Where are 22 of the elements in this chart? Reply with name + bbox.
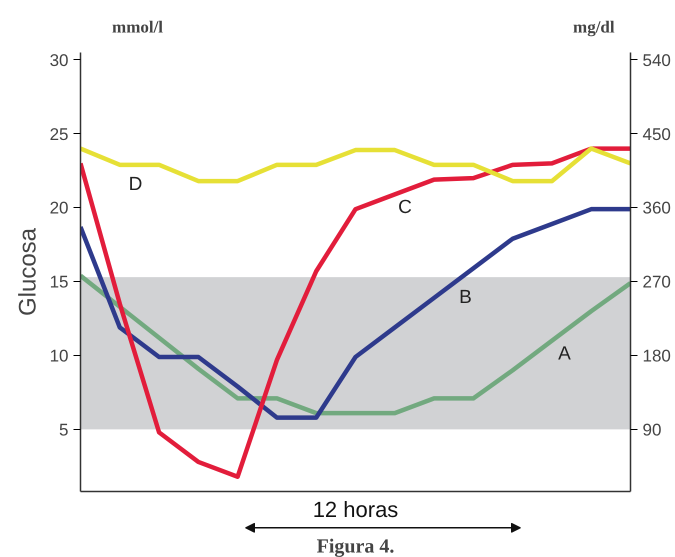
series-label: B xyxy=(459,287,472,308)
y2-tick-label: 270 xyxy=(642,272,671,292)
y-tick-label: 10 xyxy=(50,346,69,366)
y-tick-label: 15 xyxy=(50,272,69,292)
y-tick-label: 5 xyxy=(59,420,69,440)
series-label: D xyxy=(128,174,142,196)
y2-axis-title: mg/dl xyxy=(573,17,615,36)
text: mmol/l xyxy=(112,17,164,36)
y-axis-title: Glucosa xyxy=(14,227,42,316)
series-label: C xyxy=(398,197,412,218)
y2-tick-label: 540 xyxy=(642,50,671,70)
y2-tick-label: 450 xyxy=(642,124,671,144)
text: Figura 4. xyxy=(316,536,394,557)
line-series xyxy=(80,146,630,479)
y2-tick-label: 360 xyxy=(642,198,671,218)
series-label: A xyxy=(558,343,572,364)
y-tick-label: 20 xyxy=(50,198,69,218)
y-tick-label: 25 xyxy=(50,124,69,144)
y2-tick-label: 90 xyxy=(642,420,662,440)
x-axis-title: 12 horas xyxy=(312,497,398,522)
y2-tick-label: 180 xyxy=(642,346,671,366)
y-tick-label: 30 xyxy=(50,50,69,70)
